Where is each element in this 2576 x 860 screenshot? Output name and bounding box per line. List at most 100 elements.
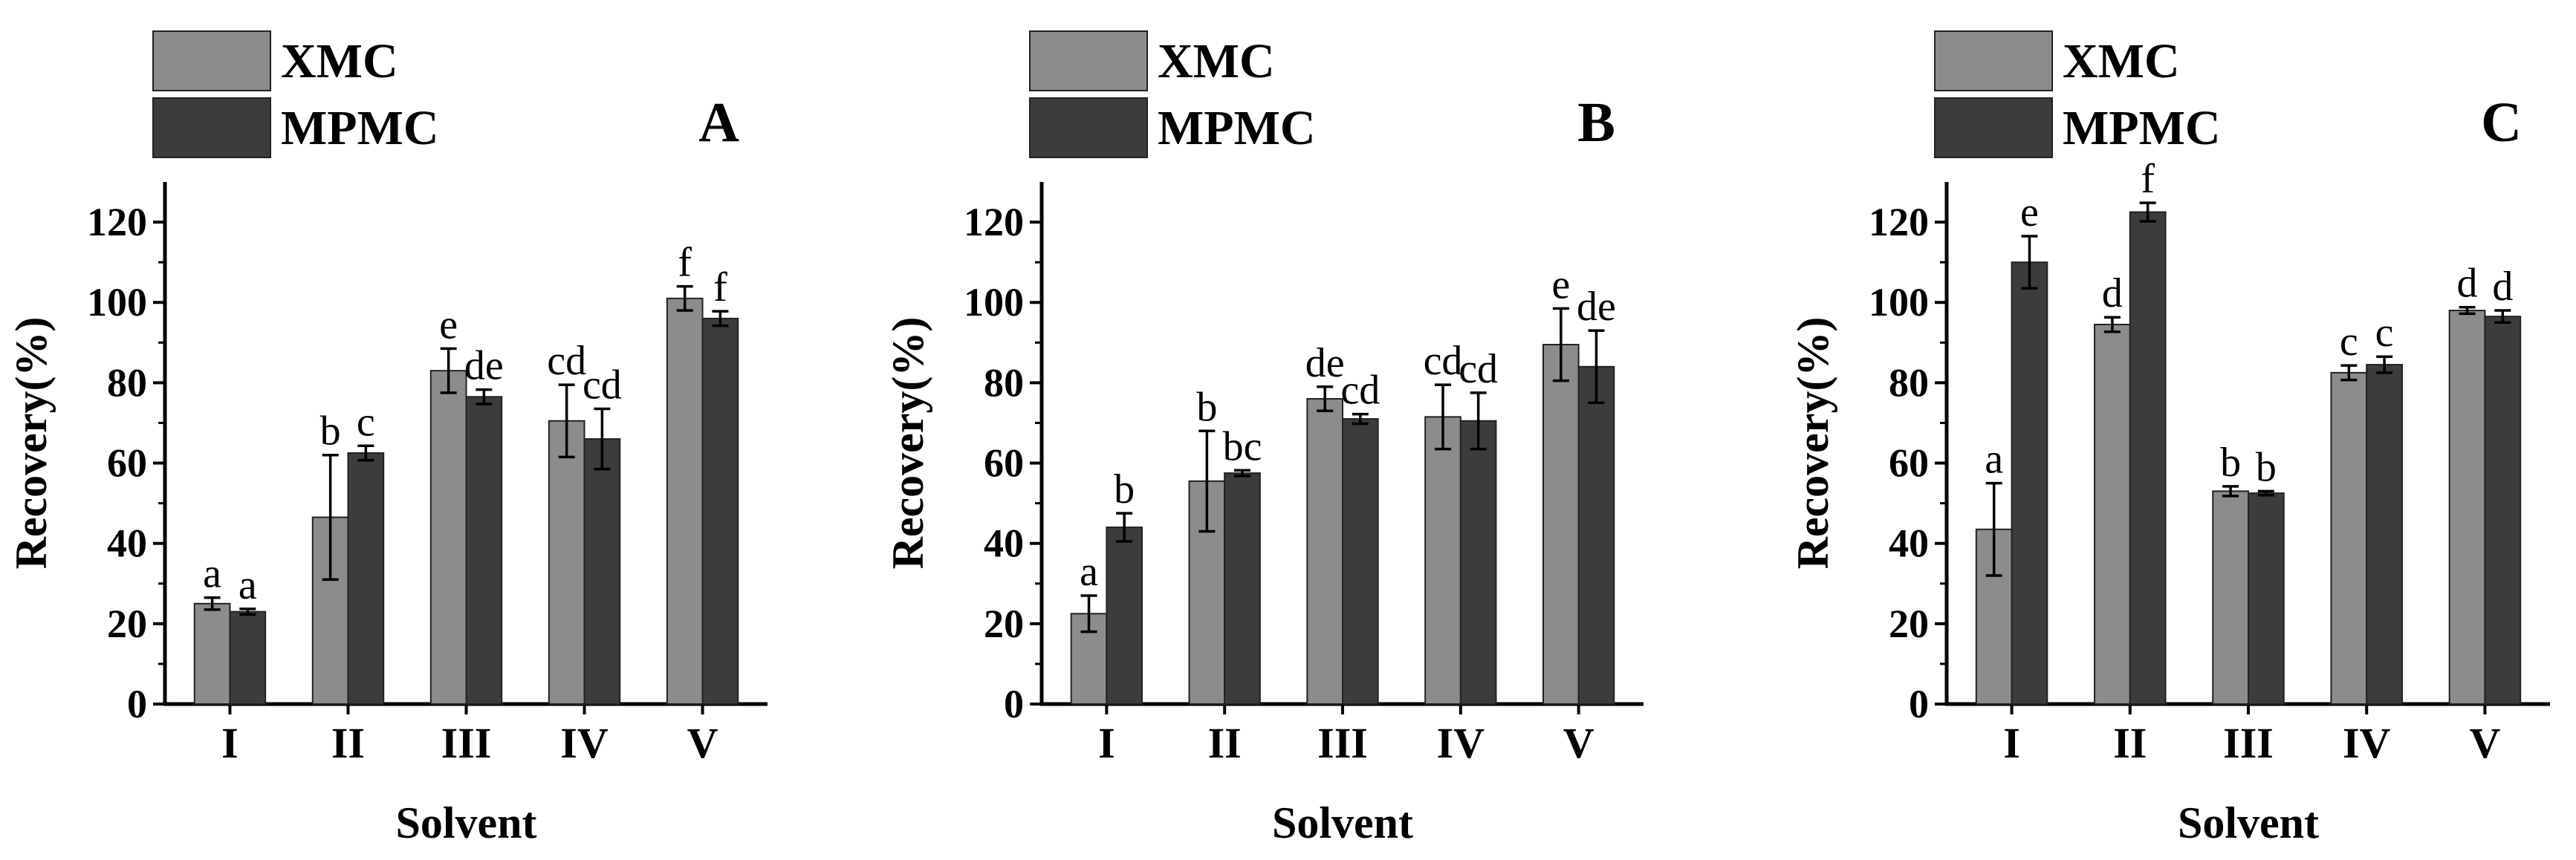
- significance-label: b: [320, 408, 341, 455]
- x-tick-label: I: [2003, 719, 2020, 767]
- y-tick-label: 100: [1869, 280, 1929, 325]
- error-bar: [1317, 385, 1334, 412]
- legend: XMC MPMC: [152, 30, 439, 158]
- error-bar: [322, 453, 339, 582]
- legend-swatch-mpmc: [152, 97, 271, 158]
- significance-label: de: [1577, 284, 1616, 330]
- significance-label: b: [2220, 440, 2241, 486]
- bar-xmc: [2330, 371, 2368, 705]
- y-tick-label: 0: [127, 682, 147, 726]
- bar-mpmc: [347, 452, 385, 705]
- legend: XMC MPMC: [1934, 30, 2221, 158]
- x-axis-title: Solvent: [395, 798, 536, 847]
- y-tick-label: 40: [107, 521, 147, 566]
- y-tick-label: 100: [87, 280, 147, 325]
- significance-label: c: [2340, 319, 2358, 365]
- significance-label: cd: [1459, 346, 1498, 392]
- error-bar: [239, 607, 256, 616]
- significance-label: e: [439, 302, 458, 348]
- bar-xmc: [429, 370, 467, 705]
- bar-mpmc: [1459, 420, 1497, 705]
- y-tick-label: 60: [984, 441, 1024, 486]
- error-bar: [1198, 429, 1216, 533]
- error-bar: [357, 444, 374, 462]
- x-tick-label: V: [2469, 719, 2500, 767]
- error-bar: [1116, 512, 1133, 543]
- bar-mpmc: [1577, 365, 1615, 705]
- significance-label: cd: [547, 338, 586, 384]
- bar-mpmc: [229, 610, 267, 705]
- error-bar: [2340, 364, 2358, 382]
- bar-mpmc: [2366, 364, 2403, 705]
- error-bar: [1470, 391, 1487, 451]
- legend: XMC MPMC: [1029, 30, 1316, 158]
- significance-label: b: [1114, 466, 1135, 512]
- x-axis-title: Solvent: [1272, 798, 1413, 847]
- legend-swatch-mpmc: [1934, 97, 2053, 158]
- legend-label-xmc: XMC: [1158, 34, 1275, 88]
- bar-xmc: [548, 420, 585, 705]
- y-tick-label: 80: [107, 360, 147, 405]
- y-tick-label: 60: [107, 441, 147, 486]
- significance-label: a: [1080, 549, 1098, 595]
- significance-label: e: [1551, 261, 1570, 307]
- y-tick-label: 120: [1869, 200, 1929, 244]
- error-bar: [1588, 329, 1605, 405]
- error-bar: [204, 596, 221, 611]
- x-tick-label: IV: [560, 719, 609, 767]
- significance-label: d: [2457, 261, 2478, 307]
- legend-label-xmc: XMC: [2063, 34, 2180, 88]
- legend-swatch-xmc: [1029, 30, 1148, 91]
- bar-xmc: [666, 297, 704, 706]
- significance-label: f: [2141, 156, 2155, 202]
- panel-letter: C: [2481, 91, 2522, 154]
- y-axis-title: Recovery(%): [883, 317, 932, 570]
- y-tick-label: 20: [107, 602, 147, 646]
- x-tick-label: III: [441, 719, 492, 767]
- legend-swatch-mpmc: [1029, 97, 1148, 158]
- significance-label: f: [678, 240, 692, 286]
- error-bar: [1352, 412, 1369, 426]
- error-bar: [1234, 469, 1250, 478]
- y-tick-label: 20: [984, 602, 1024, 646]
- x-axis-title: Solvent: [2178, 798, 2319, 847]
- y-tick-label: 0: [1909, 682, 1929, 726]
- x-tick-label: V: [1563, 719, 1594, 767]
- panel-letter: A: [698, 91, 739, 154]
- panel-letter: B: [1577, 91, 1615, 154]
- y-tick-label: 40: [984, 521, 1024, 566]
- x-tick-label: II: [331, 719, 365, 767]
- error-bar: [2494, 309, 2511, 325]
- bar-xmc: [2094, 323, 2131, 705]
- bar-mpmc: [701, 317, 739, 706]
- bar-mpmc: [2011, 261, 2048, 705]
- y-tick-label: 120: [964, 200, 1024, 244]
- bar-mpmc: [2129, 211, 2167, 705]
- significance-label: de: [464, 343, 504, 389]
- y-axis-title: Recovery(%): [1788, 317, 1837, 570]
- error-bar: [2257, 489, 2274, 497]
- error-bar: [1435, 383, 1451, 451]
- y-axis-title: Recovery(%): [7, 317, 56, 570]
- error-bar: [558, 383, 575, 459]
- x-tick-label: II: [1208, 719, 1242, 767]
- x-tick-label: I: [1098, 719, 1115, 767]
- error-bar: [1080, 594, 1097, 633]
- bar-mpmc: [2484, 316, 2522, 705]
- significance-label: a: [203, 551, 221, 597]
- legend-swatch-xmc: [152, 30, 271, 91]
- significance-label: de: [1305, 340, 1345, 386]
- error-bar: [476, 388, 493, 405]
- error-bar: [2222, 485, 2239, 498]
- legend-label-xmc: XMC: [281, 34, 398, 88]
- significance-label: cd: [1424, 338, 1463, 384]
- significance-label: a: [1985, 437, 2003, 483]
- significance-label: e: [2020, 189, 2039, 235]
- error-bar: [1985, 481, 2002, 577]
- x-tick-label: III: [2223, 719, 2274, 767]
- bar-mpmc: [1224, 472, 1261, 705]
